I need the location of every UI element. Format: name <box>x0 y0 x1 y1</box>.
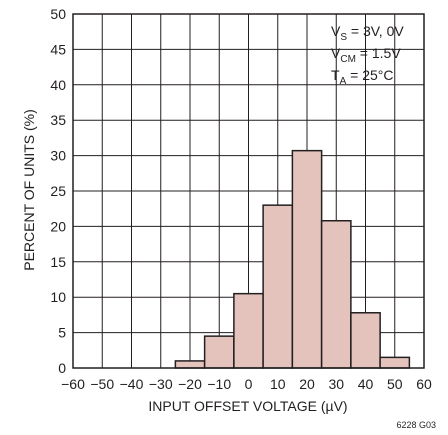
x-tick-label: −20 <box>178 376 202 392</box>
y-tick-label: 10 <box>50 289 66 305</box>
histogram-bar <box>379 356 411 369</box>
x-tick-label: 20 <box>299 376 315 392</box>
histogram-bar <box>291 149 323 369</box>
y-tick-label: 25 <box>50 183 66 199</box>
histogram-bar <box>233 292 264 369</box>
y-tick-label: 5 <box>58 325 66 341</box>
y-tick-label: 40 <box>50 77 66 93</box>
x-tick-label: 30 <box>328 376 344 392</box>
x-tick-label: −30 <box>149 376 173 392</box>
x-tick-label: 50 <box>387 376 403 392</box>
y-tick-labels: 0 5 10 15 20 25 30 35 40 45 50 <box>50 6 66 376</box>
y-tick-label: 50 <box>50 6 66 22</box>
y-tick-label: 30 <box>50 148 66 164</box>
x-tick-label: −40 <box>120 376 144 392</box>
plot-frame <box>72 13 425 369</box>
x-tick-label: 60 <box>416 376 432 392</box>
x-tick-label: −60 <box>61 376 85 392</box>
conditions-annotation: VS = 3V, 0V VCM = 1.5V TA = 25°C <box>331 23 404 87</box>
x-tick-label: 10 <box>270 376 286 392</box>
annotation-ta: TA = 25°C <box>331 67 393 87</box>
annotation-vs: VS = 3V, 0V <box>331 23 404 43</box>
y-tick-label: 0 <box>58 360 66 376</box>
histogram-bar <box>174 360 206 369</box>
y-tick-label: 20 <box>50 218 66 234</box>
histogram-bar <box>320 219 352 369</box>
y-axis-label: PERCENT OF UNITS (%) <box>21 109 37 271</box>
y-tick-label: 15 <box>50 254 66 270</box>
x-tick-label: −50 <box>90 376 114 392</box>
x-tick-labels: −60 −50 −40 −30 −20 −10 0 10 20 30 40 50 60 <box>61 376 432 392</box>
figure-id: 6228 G03 <box>396 420 436 430</box>
histogram-bar <box>203 335 235 369</box>
annotation-vcm: VCM = 1.5V <box>331 45 401 65</box>
histogram-bar <box>350 312 381 369</box>
y-tick-label: 45 <box>50 41 66 57</box>
bars <box>174 149 411 369</box>
x-tick-label: −10 <box>207 376 231 392</box>
histogram-bar <box>262 204 294 369</box>
x-axis-label: INPUT OFFSET VOLTAGE (µV) <box>148 398 347 414</box>
x-tick-label: 0 <box>245 376 253 392</box>
x-tick-label: 40 <box>358 376 374 392</box>
y-tick-label: 35 <box>50 112 66 128</box>
